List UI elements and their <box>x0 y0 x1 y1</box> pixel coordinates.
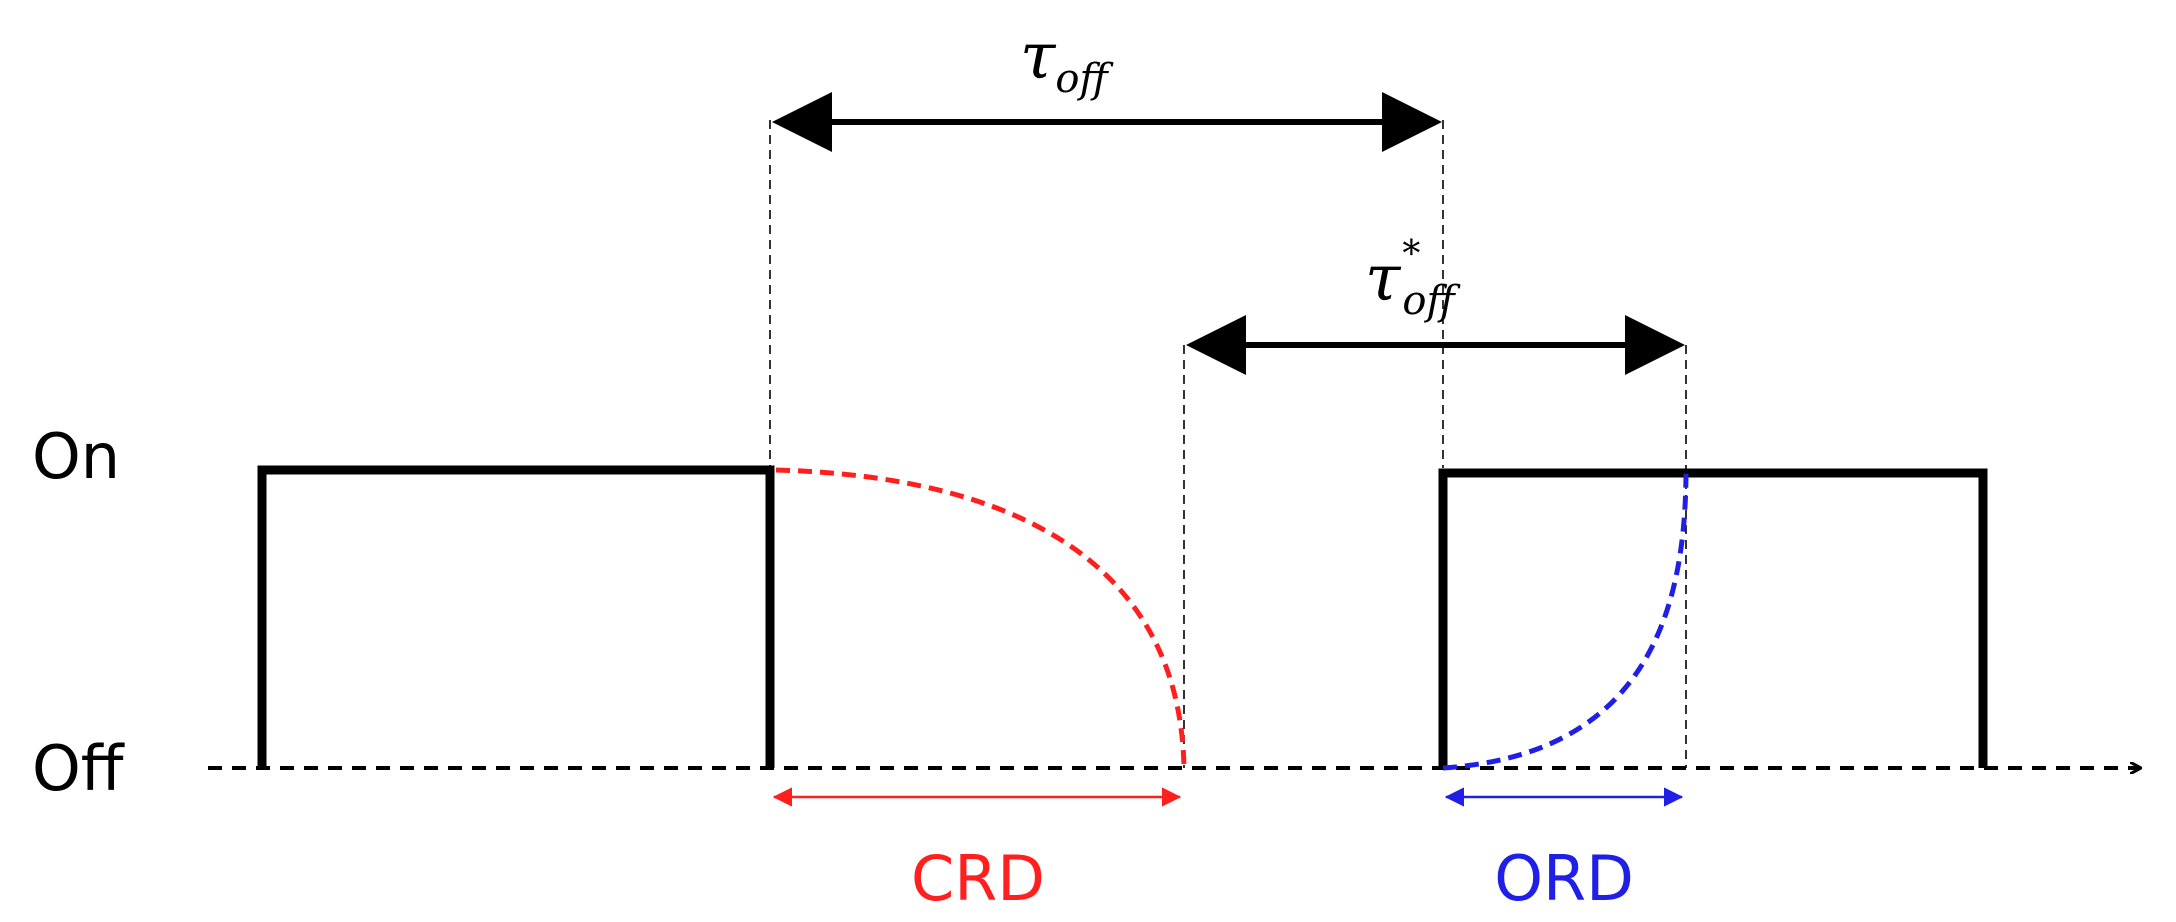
on-level-label: On <box>32 420 120 493</box>
tau-off-symbol: τ <box>1020 20 1057 94</box>
tau-off-star-symbol: τ <box>1365 242 1402 316</box>
crd-decay-curve <box>775 467 1187 769</box>
tau-off-star-label: τ* off <box>1365 234 1461 324</box>
crd-label: CRD <box>911 842 1045 915</box>
on-pulse-1 <box>257 465 775 768</box>
on-pulse-2 <box>1438 468 1988 768</box>
tau-off-star-subscript: off <box>1402 278 1461 324</box>
tau-off-subscript: off <box>1055 56 1114 102</box>
tau-off-star-superscript: * <box>1402 234 1420 275</box>
tau-off-label: τoff <box>1020 20 1114 102</box>
ord-label: ORD <box>1494 842 1634 915</box>
off-level-label: Off <box>32 732 125 805</box>
ord-rise-curve <box>1442 469 1689 771</box>
